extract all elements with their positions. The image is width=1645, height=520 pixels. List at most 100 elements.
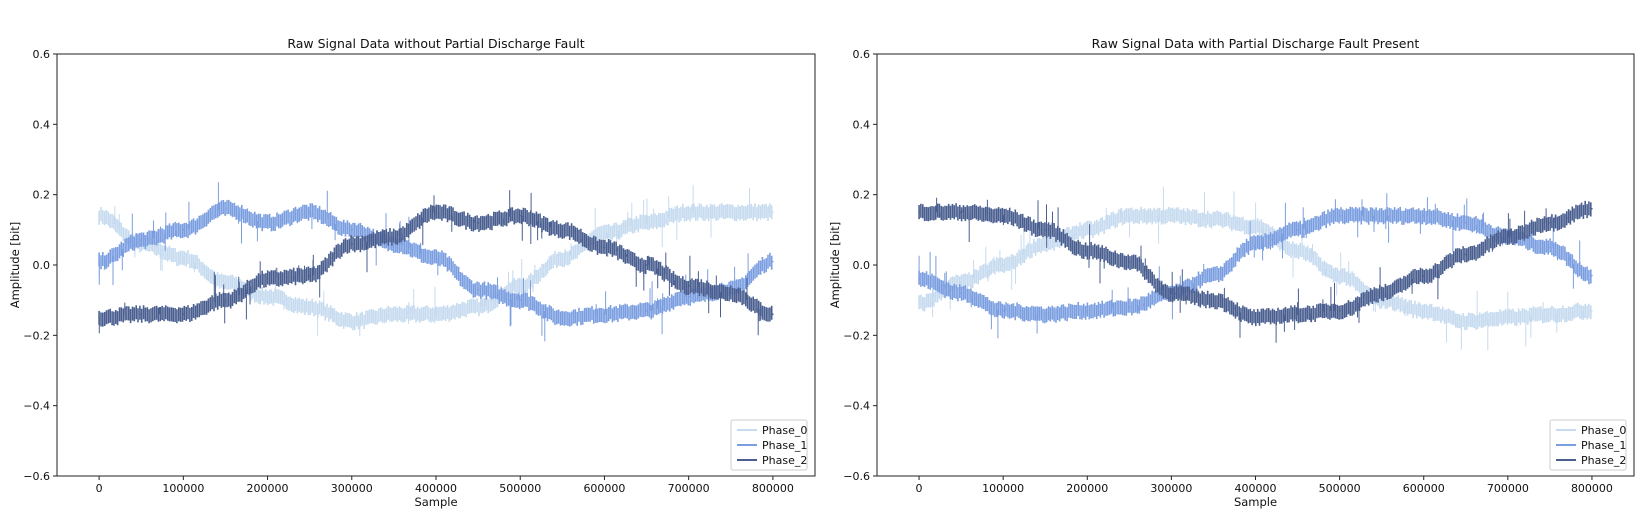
data-point bbox=[519, 285, 521, 287]
data-point bbox=[308, 306, 311, 309]
y-tick-label: 0.4 bbox=[853, 118, 871, 131]
series-phase-1 bbox=[98, 182, 774, 342]
data-point bbox=[1044, 313, 1046, 316]
data-point bbox=[1380, 292, 1383, 294]
data-point bbox=[435, 211, 437, 214]
x-tick-label: 400000 bbox=[1235, 482, 1277, 495]
data-point bbox=[266, 222, 269, 224]
data-point bbox=[603, 232, 606, 235]
data-point bbox=[477, 222, 479, 224]
data-point bbox=[477, 306, 479, 309]
data-point bbox=[1044, 229, 1046, 231]
data-point bbox=[98, 215, 100, 217]
data-point bbox=[1170, 292, 1173, 294]
data-point bbox=[772, 313, 774, 316]
data-point bbox=[1128, 215, 1131, 217]
x-tick-label: 200000 bbox=[247, 482, 289, 495]
data-point bbox=[351, 229, 353, 231]
x-axis-label: Sample bbox=[414, 495, 457, 509]
data-point bbox=[435, 257, 437, 259]
data-point bbox=[308, 274, 311, 277]
data-point bbox=[140, 239, 142, 242]
y-tick-label: −0.6 bbox=[23, 470, 50, 483]
data-point bbox=[98, 317, 100, 319]
data-point bbox=[308, 211, 311, 214]
data-point bbox=[1338, 274, 1341, 277]
data-point bbox=[1212, 218, 1215, 221]
y-tick-label: 0.6 bbox=[33, 48, 51, 61]
data-point bbox=[1591, 309, 1593, 312]
data-point bbox=[519, 299, 521, 302]
data-point bbox=[603, 246, 606, 249]
x-tick-label: 300000 bbox=[331, 482, 373, 495]
data-point bbox=[1338, 215, 1341, 217]
y-tick-label: 0.6 bbox=[853, 48, 871, 61]
series-phase-2 bbox=[98, 190, 774, 336]
data-point bbox=[1338, 309, 1341, 312]
y-tick-label: −0.2 bbox=[843, 329, 870, 342]
y-tick-label: 0.0 bbox=[33, 259, 51, 272]
chart-title: Raw Signal Data without Partial Discharg… bbox=[287, 36, 584, 51]
data-point bbox=[687, 295, 690, 298]
data-point bbox=[1296, 313, 1299, 316]
data-point bbox=[266, 278, 269, 280]
data-point bbox=[1212, 274, 1215, 277]
y-tick-label: 0.2 bbox=[33, 189, 51, 202]
x-tick-label: 600000 bbox=[1403, 482, 1445, 495]
data-point bbox=[730, 292, 732, 294]
x-tick-label: 800000 bbox=[1571, 482, 1613, 495]
y-axis-label: Amplitude [bit] bbox=[8, 222, 22, 309]
y-axis-label: Amplitude [bit] bbox=[828, 222, 842, 309]
data-point bbox=[224, 281, 227, 284]
legend-label: Phase_2 bbox=[762, 454, 807, 467]
data-point bbox=[645, 222, 648, 224]
x-tick-label: 100000 bbox=[162, 482, 204, 495]
data-point bbox=[1549, 246, 1551, 249]
data-point bbox=[1380, 215, 1383, 217]
series-band bbox=[98, 199, 773, 327]
legend: Phase_0 Phase_1 Phase_2 bbox=[1549, 419, 1627, 471]
data-point bbox=[1212, 299, 1215, 302]
axes-frame bbox=[56, 53, 816, 477]
y-tick-label: −0.2 bbox=[23, 329, 50, 342]
data-point bbox=[224, 207, 227, 210]
data-point bbox=[1296, 229, 1299, 231]
data-point bbox=[351, 320, 353, 323]
data-point bbox=[918, 211, 920, 214]
data-point bbox=[1254, 225, 1257, 228]
data-point bbox=[603, 313, 606, 316]
x-tick-label: 700000 bbox=[1487, 482, 1529, 495]
x-tick-label: 500000 bbox=[1319, 482, 1361, 495]
data-point bbox=[1044, 243, 1046, 245]
data-point bbox=[730, 211, 732, 214]
data-point bbox=[1086, 309, 1089, 312]
data-point bbox=[1591, 274, 1593, 277]
series-phase-2 bbox=[918, 197, 1593, 343]
data-point bbox=[960, 292, 962, 294]
series-band bbox=[918, 206, 1592, 331]
y-tick-label: −0.4 bbox=[23, 400, 50, 413]
data-point bbox=[772, 260, 774, 263]
x-tick-label: 400000 bbox=[415, 482, 457, 495]
data-point bbox=[1549, 313, 1551, 316]
data-point bbox=[1128, 260, 1131, 263]
data-point bbox=[561, 257, 564, 259]
series-spikes bbox=[918, 193, 1581, 339]
data-point bbox=[224, 299, 227, 302]
x-tick-label: 100000 bbox=[982, 482, 1024, 495]
series-band bbox=[918, 200, 1592, 327]
legend: Phase_0 Phase_1 Phase_2 bbox=[730, 419, 808, 471]
data-point bbox=[266, 295, 269, 298]
data-point bbox=[561, 317, 564, 319]
data-point bbox=[519, 215, 521, 217]
x-tick-label: 0 bbox=[916, 482, 923, 495]
data-point bbox=[182, 257, 185, 259]
data-point bbox=[687, 211, 690, 214]
data-point bbox=[1465, 253, 1467, 256]
series-band bbox=[918, 206, 1592, 324]
x-tick-label: 200000 bbox=[1066, 482, 1108, 495]
x-tick-label: 600000 bbox=[583, 482, 625, 495]
data-point bbox=[1591, 207, 1593, 210]
data-point bbox=[393, 236, 395, 238]
